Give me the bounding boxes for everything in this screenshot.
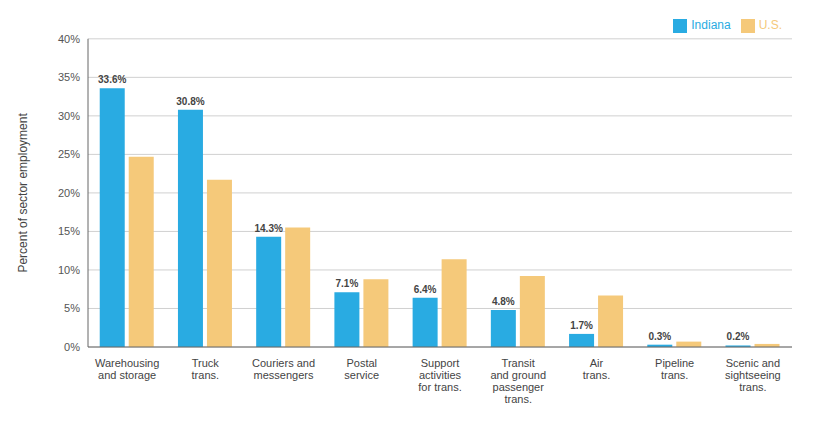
svg-text:10%: 10%	[58, 264, 80, 276]
svg-text:14.3%: 14.3%	[254, 223, 282, 234]
svg-text:30%: 30%	[58, 110, 80, 122]
svg-text:40%: 40%	[58, 33, 80, 45]
svg-text:4.8%: 4.8%	[492, 296, 515, 307]
svg-text:0.2%: 0.2%	[727, 331, 750, 342]
html-text:Indiana: Indiana	[691, 18, 731, 32]
svg-text:Transitand groundpassengertran: Transitand groundpassengertrans.	[490, 357, 546, 405]
svg-text:15%: 15%	[58, 225, 80, 237]
svg-text:Postalservice: Postalservice	[344, 357, 379, 381]
svg-text:Airtrans.: Airtrans.	[583, 357, 611, 381]
svg-text:Warehousingand storage: Warehousingand storage	[95, 357, 159, 381]
svg-text:0.3%: 0.3%	[648, 331, 671, 342]
svg-text:Pipelinetrans.: Pipelinetrans.	[655, 357, 694, 381]
svg-text:Couriers andmessengers: Couriers andmessengers	[252, 357, 315, 381]
svg-text:0%: 0%	[64, 341, 80, 353]
svg-text:Percent of sector employment: Percent of sector employment	[16, 113, 30, 273]
html-text:U.S.: U.S.	[758, 18, 782, 32]
svg-text:Trucktrans.: Trucktrans.	[192, 357, 220, 381]
svg-text:33.6%: 33.6%	[98, 74, 126, 85]
svg-text:30.8%: 30.8%	[176, 96, 204, 107]
svg-text:5%: 5%	[64, 302, 80, 314]
svg-text:6.4%: 6.4%	[414, 284, 437, 295]
svg-text:Scenic andsightseeingtrans.: Scenic andsightseeingtrans.	[725, 357, 781, 393]
svg-text:7.1%: 7.1%	[336, 278, 359, 289]
svg-text:35%: 35%	[58, 71, 80, 83]
svg-text:Supportactivitiesfor trans.: Supportactivitiesfor trans.	[418, 357, 461, 393]
svg-text:1.7%: 1.7%	[570, 320, 593, 331]
svg-text:20%: 20%	[58, 187, 80, 199]
svg-text:25%: 25%	[58, 148, 80, 160]
